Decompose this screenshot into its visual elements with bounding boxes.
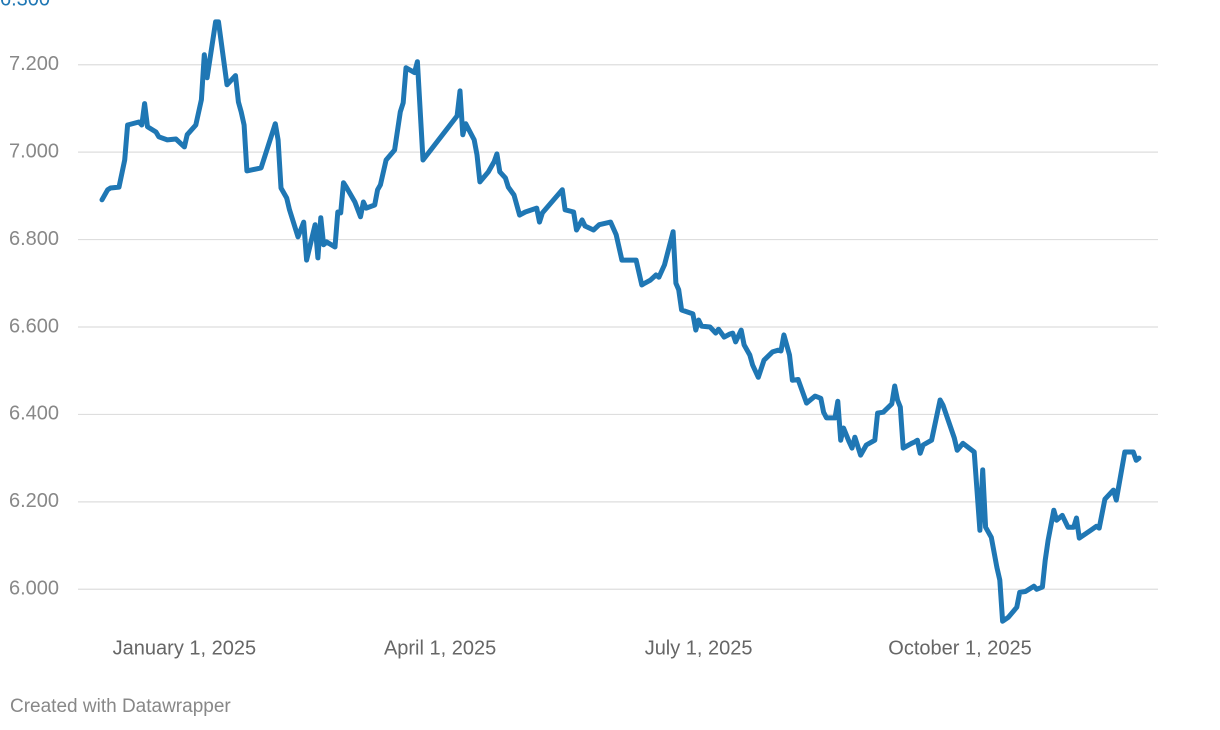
y-tick-label: 6.400 (9, 403, 59, 425)
x-tick-label: July 1, 2025 (645, 637, 753, 659)
y-tick-label: 6.800 (9, 228, 59, 250)
y-tick-label: 7.000 (9, 140, 59, 162)
x-tick-label: October 1, 2025 (888, 637, 1031, 659)
x-tick-label: January 1, 2025 (113, 637, 256, 659)
y-tick-label: 6.200 (9, 490, 59, 512)
footer: Created with Datawrapper (10, 696, 231, 717)
y-tick-label: 7.200 (9, 53, 59, 75)
line (99, 19, 1142, 624)
x-tick-label: April 1, 2025 (384, 637, 496, 659)
y-tick-label: 6.000 (9, 578, 59, 600)
value-label: 6.300 (0, 0, 50, 10)
y-tick-label: 6.600 (9, 315, 59, 337)
